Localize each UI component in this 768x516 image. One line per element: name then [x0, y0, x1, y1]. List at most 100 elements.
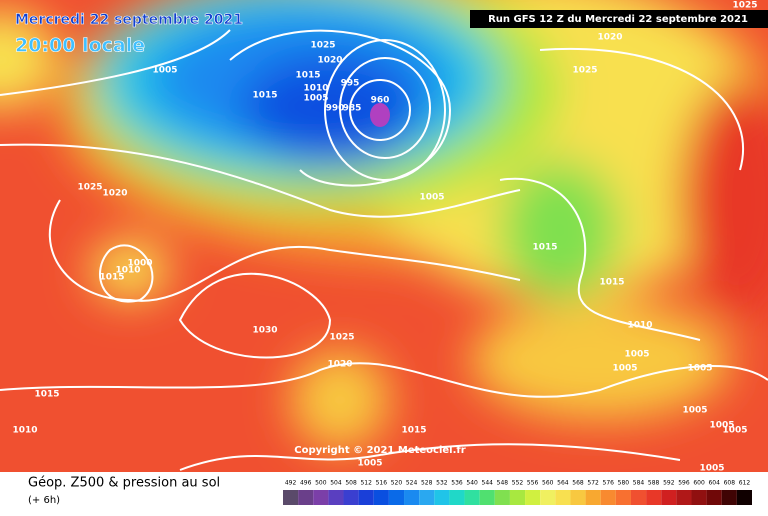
colorbar-cell: [555, 490, 571, 505]
colorbar-cell: [328, 490, 344, 505]
colorbar-cell: [585, 490, 601, 505]
colorbar-label: 580: [618, 480, 630, 487]
isobar-label: 1010: [303, 84, 328, 94]
colorbar-label: 564: [557, 480, 569, 487]
isobar-label: 1015: [295, 71, 320, 81]
isobar-label: 1020: [597, 33, 622, 43]
isobar-label: 1020: [102, 189, 127, 199]
colorbar-cell: [630, 490, 647, 505]
colorbar-label: 536: [451, 480, 463, 487]
colorbar-label: 592: [663, 480, 675, 487]
colorbar-cell: [313, 490, 329, 505]
colorbar-cell: [388, 490, 405, 505]
colorbar-label: 500: [315, 480, 327, 487]
colorbar-label: 584: [633, 480, 645, 487]
colorbar-cell: [509, 490, 526, 505]
isobar-label: 960: [371, 96, 390, 106]
colorbar-label: 516: [376, 480, 388, 487]
colorbar-cell: [525, 490, 541, 505]
footer-title: Géop. Z500 & pression au sol: [28, 476, 220, 491]
colorbar-label: 548: [497, 480, 509, 487]
local-time: 20:00 locale: [15, 35, 145, 57]
colorbar-label: 508: [345, 480, 357, 487]
colorbar-cell: [615, 490, 631, 505]
colorbar-label: 520: [391, 480, 403, 487]
colorbar-cell: [404, 490, 420, 505]
colorbar-cell: [494, 490, 510, 505]
colorbar-label: 556: [527, 480, 539, 487]
colorbar-label: 528: [421, 480, 433, 487]
colorbar-cell: [419, 490, 435, 505]
colorbar-cell: [283, 490, 299, 505]
field: [0, 0, 768, 472]
isobar-label: 995: [341, 79, 360, 89]
isobar-label: 990: [326, 104, 345, 114]
colorbar-cell: [464, 490, 480, 505]
colorbar-cell: [736, 490, 752, 505]
footer-step: (+ 6h): [28, 495, 60, 506]
isobar-label: 1005: [709, 421, 734, 431]
isobar-label: 1010: [12, 426, 37, 436]
colorbar-cell: [479, 490, 495, 505]
isobar-label: 1015: [34, 390, 59, 400]
colorbar-cell: [540, 490, 556, 505]
isobar-label: 1015: [532, 243, 557, 253]
isobars: [0, 29, 768, 471]
isobar-label: 985: [343, 104, 362, 114]
colorbar-label: 544: [482, 480, 494, 487]
colorbar-label: 576: [603, 480, 615, 487]
colorbar-cell: [570, 490, 586, 505]
isobar-label: 1015: [252, 91, 277, 101]
isobar-label: 1025: [77, 183, 102, 193]
colorbar-label: 532: [436, 480, 448, 487]
colorbar-label: 492: [285, 480, 297, 487]
colorbar-cell: [646, 490, 662, 505]
isobar-label: 1010: [627, 321, 652, 331]
isobar-label: 1005: [152, 66, 177, 76]
colorbar-cell: [706, 490, 722, 505]
isobar-label: 1030: [252, 326, 277, 336]
isobar-label: 1005: [612, 364, 637, 374]
colorbar-cell: [358, 490, 374, 505]
colorbar-cell: [449, 490, 465, 505]
isobar-label: 1015: [599, 278, 624, 288]
colorbar-cell: [676, 490, 692, 505]
colorbar-label: 496: [300, 480, 312, 487]
isobar-label: 1020: [327, 360, 352, 370]
colorbar-label: 612: [739, 480, 751, 487]
colorbar-cell: [373, 490, 389, 505]
colorbar-cell: [600, 490, 616, 505]
colorbar-cell: [721, 490, 737, 505]
colorbar-label: 568: [572, 480, 584, 487]
colorbar-label: 608: [724, 480, 736, 487]
isobar-label: 1005: [682, 406, 707, 416]
colorbar-label: 512: [360, 480, 372, 487]
colorbar-cell: [434, 490, 450, 505]
colorbar-label: 596: [678, 480, 690, 487]
colorbar-cell: [691, 490, 707, 505]
isobar-label: 1005: [722, 426, 747, 436]
run-banner: [470, 10, 768, 28]
isobar-label: 1005: [699, 464, 724, 474]
colorbar-label: 540: [466, 480, 478, 487]
isobar-label: 1025: [732, 1, 757, 11]
isobar-label: 1015: [401, 426, 426, 436]
colorbar-label: 552: [512, 480, 524, 487]
colorbar-cell: [343, 490, 359, 505]
isobar-label: 1025: [310, 41, 335, 51]
isobar-label: 1005: [687, 364, 712, 374]
isobar-label: 1005: [357, 459, 382, 469]
isobar-label: 1010: [115, 266, 140, 276]
run-info: Run GFS 12 Z du Mercredi 22 septembre 20…: [488, 14, 748, 25]
colorbar-label: 560: [542, 480, 554, 487]
colorbar-label: 524: [406, 480, 418, 487]
copyright: Copyright © 2021 Meteociel.fr: [294, 445, 465, 456]
isobar-label: 1005: [419, 193, 444, 203]
isobar-label: 1005: [624, 350, 649, 360]
colorbar-cell: [298, 490, 314, 505]
isobar-label: 1020: [317, 56, 342, 66]
colorbar-label: 504: [330, 480, 342, 487]
colorbar-label: 572: [587, 480, 599, 487]
isobar-label: 1025: [329, 333, 354, 343]
